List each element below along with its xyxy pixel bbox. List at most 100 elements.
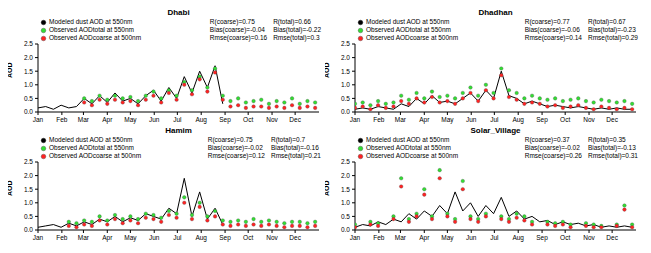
svg-text:Feb: Feb [373,116,385,123]
svg-text:0.5: 0.5 [24,213,33,220]
svg-text:Mar: Mar [395,234,407,241]
html-text:Observed AODtotal at 550nm: Observed AODtotal at 550nm [366,26,451,33]
svg-text:1.5: 1.5 [341,68,350,75]
svg-text:2.0: 2.0 [24,54,33,61]
svg-text:1.0: 1.0 [24,199,33,206]
svg-text:Sep: Sep [536,116,548,124]
svg-text:0.0: 0.0 [24,226,33,233]
html-text:Dhadhan: Dhadhan [478,8,513,17]
svg-text:Jun: Jun [149,234,160,241]
svg-text:0.0: 0.0 [341,226,350,233]
html-text:Bias(total)=-0.23: Bias(total)=-0.23 [588,26,636,33]
svg-text:Jan: Jan [33,116,44,123]
svg-text:0.5: 0.5 [24,95,33,102]
html-text:Rmse(coarse)=0.14: Rmse(coarse)=0.14 [524,34,582,41]
html-text:R(total)=0.66: R(total)=0.66 [273,18,311,25]
svg-text:Nov: Nov [266,116,278,123]
svg-text:Sep: Sep [219,116,231,124]
svg-text:Jun: Jun [466,234,477,241]
svg-text:Aug: Aug [195,234,207,242]
svg-text:0.5: 0.5 [341,95,350,102]
svg-text:Sep: Sep [536,234,548,242]
svg-text:Apr: Apr [419,234,430,242]
svg-text:1.5: 1.5 [341,186,350,193]
svg-text:Oct: Oct [243,234,253,241]
html-text:Dhabi: Dhabi [167,8,190,17]
html-text:Observed AODtotal at 550nm: Observed AODtotal at 550nm [49,144,134,151]
svg-text:2.0: 2.0 [341,172,350,179]
html-text:Observed AODtotal at 550nm: Observed AODtotal at 550nm [49,26,134,33]
svg-text:Aug: Aug [512,234,524,242]
svg-text:Jul: Jul [173,116,182,123]
html-text:Hamim: Hamim [165,126,192,135]
svg-text:Feb: Feb [373,234,385,241]
svg-text:Nov: Nov [583,234,595,241]
html-text:Observed AODcoarse at 500nm: Observed AODcoarse at 500nm [366,34,459,41]
html-text:R(coarse)=0.77: R(coarse)=0.77 [524,18,570,25]
html-text:Solar_Village: Solar_Village [470,126,521,135]
svg-text:Feb: Feb [56,234,68,241]
svg-text:1.0: 1.0 [24,81,33,88]
svg-text:Nov: Nov [266,234,278,241]
svg-text:Oct: Oct [560,234,570,241]
svg-text:AOD: AOD [325,62,330,78]
svg-text:Jun: Jun [149,116,160,123]
svg-text:Mar: Mar [78,234,90,241]
svg-text:May: May [441,116,454,124]
svg-text:Jul: Jul [490,234,499,241]
html-text:Bias(total)=-0.22: Bias(total)=-0.22 [273,26,321,33]
svg-text:Dec: Dec [606,234,618,241]
svg-text:Apr: Apr [102,116,113,124]
svg-text:Jul: Jul [490,116,499,123]
html-text:Rmse(total)=0.3: Rmse(total)=0.3 [273,34,320,41]
svg-text:AOD: AOD [8,180,13,196]
html-text:Observed AODcoarse at 500nm: Observed AODcoarse at 500nm [49,34,142,41]
svg-text:1.0: 1.0 [341,199,350,206]
svg-text:1.5: 1.5 [24,68,33,75]
svg-text:1.0: 1.0 [341,81,350,88]
html-text:Modeled dust AOD at 550nm: Modeled dust AOD at 550nm [49,18,133,25]
svg-text:Dec: Dec [289,116,301,123]
svg-text:Nov: Nov [583,116,595,123]
html-text:Rmse(total)=0.29: Rmse(total)=0.29 [588,34,638,41]
svg-text:Aug: Aug [195,116,207,124]
svg-text:Jun: Jun [466,116,477,123]
svg-text:0.5: 0.5 [341,213,350,220]
svg-text:Feb: Feb [56,116,68,123]
html-text:Bias(coarse)=-0.04: Bias(coarse)=-0.04 [209,26,265,33]
svg-text:Jan: Jan [350,116,361,123]
html-text:Modeled dust AOD at 550nm: Modeled dust AOD at 550nm [366,18,450,25]
svg-text:Apr: Apr [419,116,430,124]
svg-text:Aug: Aug [512,116,524,124]
svg-text:2.0: 2.0 [341,54,350,61]
svg-text:AOD: AOD [8,62,13,78]
html-text:R(coarse)=0.75: R(coarse)=0.75 [209,18,255,25]
html-text:R(total)=0.67: R(total)=0.67 [588,18,626,25]
svg-text:May: May [124,116,137,124]
svg-text:2.5: 2.5 [341,158,350,165]
svg-text:AOD: AOD [325,180,330,196]
html-text:Bias(coarse)=-0.06: Bias(coarse)=-0.06 [524,26,580,33]
svg-text:May: May [441,234,454,242]
svg-text:0.0: 0.0 [24,108,33,115]
svg-text:Apr: Apr [102,234,113,242]
svg-text:Jul: Jul [173,234,182,241]
svg-text:Mar: Mar [78,116,90,123]
svg-text:May: May [124,234,137,242]
svg-text:Sep: Sep [219,234,231,242]
svg-text:Jan: Jan [33,234,44,241]
html-text:Rmse(coarse)=0.16: Rmse(coarse)=0.16 [209,34,268,41]
svg-text:Mar: Mar [395,116,407,123]
svg-text:1.5: 1.5 [24,186,33,193]
svg-text:Oct: Oct [560,116,570,123]
html-text:Modeled dust AOD at 550nm: Modeled dust AOD at 550nm [49,136,133,143]
svg-text:2.0: 2.0 [24,172,33,179]
svg-text:Dec: Dec [289,234,301,241]
svg-text:Jan: Jan [350,234,361,241]
svg-text:0.0: 0.0 [341,108,350,115]
svg-text:2.5: 2.5 [341,40,350,47]
svg-text:2.5: 2.5 [24,158,33,165]
svg-text:Dec: Dec [606,116,618,123]
svg-text:2.5: 2.5 [24,40,33,47]
svg-text:Oct: Oct [243,116,253,123]
